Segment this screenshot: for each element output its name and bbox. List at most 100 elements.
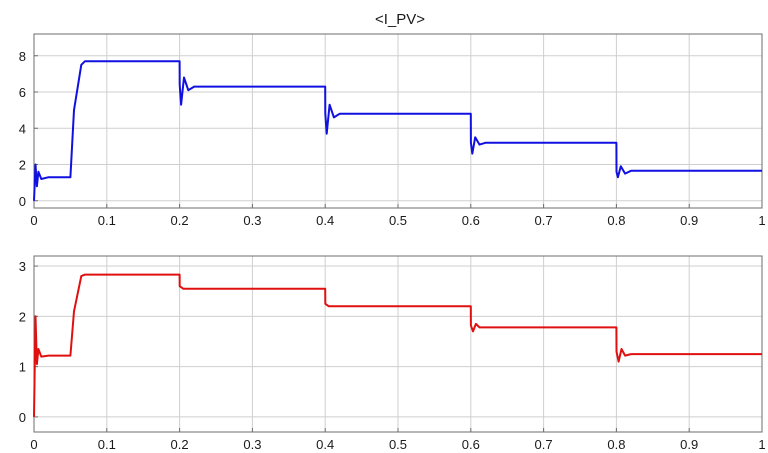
- bottom-x-tick-label: 1: [758, 437, 765, 452]
- top-x-tick-label: 1: [758, 213, 765, 228]
- bottom-x-tick-label: 0.2: [171, 437, 189, 452]
- bottom-data-point: [73, 311, 74, 312]
- bottom-data-point: [621, 348, 622, 349]
- top-data-point: [84, 61, 85, 62]
- top-data-point: [325, 113, 326, 114]
- top-data-point: [329, 104, 330, 105]
- top-data-point: [333, 117, 334, 118]
- bottom-data-point: [470, 306, 471, 307]
- top-y-tick-label: 8: [19, 49, 26, 64]
- bottom-data-point: [618, 361, 619, 362]
- bottom-data-point: [38, 348, 39, 349]
- top-data-point: [617, 177, 618, 178]
- bottom-data-point: [616, 327, 617, 328]
- bottom-data-point: [475, 323, 476, 324]
- bottom-x-tick-label: 0.9: [680, 437, 698, 452]
- bottom-data-point: [630, 353, 631, 354]
- top-data-point: [38, 171, 39, 172]
- bottom-data-point: [325, 288, 326, 289]
- bottom-data-point: [33, 416, 34, 417]
- bottom-panel: 0 0.1 0.2 0.3 0.4 0.5 0.6 0.7 0.8 0.9 1 0 1 2 3: [19, 255, 766, 452]
- top-data-point: [325, 86, 326, 87]
- bottom-x-tick-label: 0.8: [607, 437, 625, 452]
- bottom-data-point: [761, 353, 762, 354]
- top-x-tick-label: 0.1: [98, 213, 116, 228]
- top-x-tick-label: 0.4: [316, 213, 334, 228]
- bottom-data-point: [472, 331, 473, 332]
- bottom-data-point: [328, 306, 329, 307]
- top-data-point: [616, 171, 617, 172]
- top-data-point: [33, 200, 34, 201]
- bottom-data-point: [179, 286, 180, 287]
- bottom-data-point: [179, 274, 180, 275]
- top-x-tick-label: 0.7: [535, 213, 553, 228]
- top-data-point: [616, 142, 617, 143]
- top-data-point: [630, 170, 631, 171]
- bottom-data-point: [36, 364, 37, 365]
- top-data-point: [179, 61, 180, 62]
- top-data-point: [339, 113, 340, 114]
- bottom-data-point: [41, 356, 42, 357]
- bottom-series-line: [33, 273, 762, 417]
- top-data-point: [194, 86, 195, 87]
- top-data-point: [470, 142, 471, 143]
- bottom-data-point: [48, 355, 49, 356]
- bottom-data-point: [70, 355, 71, 356]
- bottom-x-tick-label: 0.3: [243, 437, 261, 452]
- bottom-y-tick-label: 0: [19, 410, 26, 425]
- top-data-point: [48, 177, 49, 178]
- bottom-x-tick-label: 0.7: [535, 437, 553, 452]
- bottom-data-point: [81, 276, 82, 277]
- top-data-point: [35, 164, 36, 165]
- bottom-x-tick-label: 0: [30, 437, 37, 452]
- top-panel: 0 0.1 0.2 0.3 0.4 0.5 0.6 0.7 0.8 0.9 1 0 2 4 6 8: [19, 33, 766, 228]
- top-y-tick-label: 2: [19, 158, 26, 173]
- top-y-tick-label: 0: [19, 194, 26, 209]
- top-data-point: [326, 133, 327, 134]
- bottom-data-point: [616, 351, 617, 352]
- top-x-tick-label: 0.6: [462, 213, 480, 228]
- top-data-point: [81, 64, 82, 65]
- top-data-point: [761, 170, 762, 171]
- bottom-data-point: [625, 355, 626, 356]
- top-x-tick-label: 0: [30, 213, 37, 228]
- bottom-x-tick-label: 0.6: [462, 437, 480, 452]
- bottom-y-tick-label: 2: [19, 309, 26, 324]
- top-data-point: [180, 104, 181, 105]
- top-y-tick-label: 4: [19, 121, 26, 136]
- top-data-point: [472, 153, 473, 154]
- bottom-data-point: [470, 325, 471, 326]
- bottom-data-point: [84, 274, 85, 275]
- top-data-point: [625, 173, 626, 174]
- top-data-point: [179, 84, 180, 85]
- bottom-x-tick-label: 0.4: [316, 437, 334, 452]
- top-data-point: [41, 178, 42, 179]
- bottom-data-point: [183, 288, 184, 289]
- top-data-point: [36, 186, 37, 187]
- bottom-x-tick-label: 0.5: [389, 437, 407, 452]
- bottom-x-tick-label: 0.1: [98, 437, 116, 452]
- top-x-tick-label: 0.2: [171, 213, 189, 228]
- chart-title: <I_PV>: [375, 11, 425, 28]
- bottom-data-point: [479, 327, 480, 328]
- top-data-point: [475, 137, 476, 138]
- top-data-point: [620, 166, 621, 167]
- bottom-y-tick-label: 1: [19, 360, 26, 375]
- top-data-point: [485, 142, 486, 143]
- bottom-y-tick-label: 3: [19, 259, 26, 274]
- top-series-line: [33, 60, 762, 201]
- top-data-point: [73, 110, 74, 111]
- top-x-tick-label: 0.3: [243, 213, 261, 228]
- top-data-point: [470, 113, 471, 114]
- bottom-data-point: [325, 303, 326, 304]
- top-data-point: [479, 144, 480, 145]
- top-x-tick-label: 0.9: [680, 213, 698, 228]
- bottom-data-point: [35, 316, 36, 317]
- top-x-tick-label: 0.8: [607, 213, 625, 228]
- top-data-point: [183, 77, 184, 78]
- top-x-tick-label: 0.5: [389, 213, 407, 228]
- top-data-point: [188, 90, 189, 91]
- top-y-tick-label: 6: [19, 85, 26, 100]
